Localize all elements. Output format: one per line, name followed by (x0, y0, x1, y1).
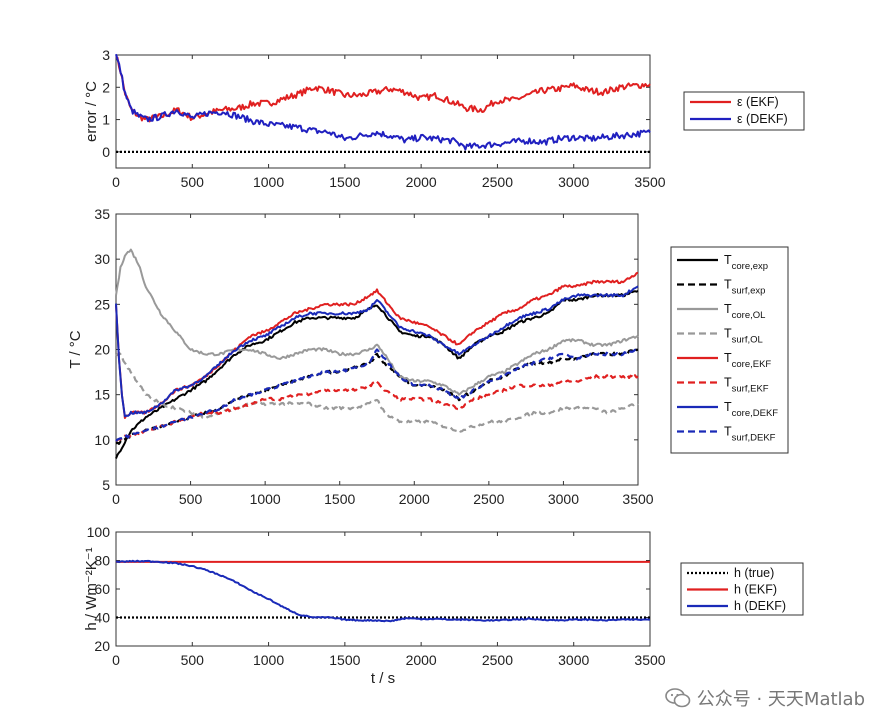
y-tick-label: 2 (102, 79, 110, 95)
x-tick-label: 500 (181, 174, 205, 190)
watermark-text: 公众号 · 天天Matlab (696, 689, 865, 710)
legend-subscript: surf,exp (732, 286, 766, 297)
series-line (115, 559, 650, 623)
y-tick-label: 100 (87, 524, 111, 540)
legend-label: ε (DEKF) (737, 112, 788, 126)
y-tick-label: 20 (94, 638, 110, 654)
wechat-icon (664, 688, 691, 708)
legend-box (670, 246, 789, 454)
y-tick-label: 80 (94, 553, 110, 569)
series-line (115, 53, 651, 151)
y-tick-label: 60 (94, 581, 110, 597)
y-tick-label: 1 (102, 112, 110, 128)
legend-label: h (DEKF) (734, 599, 786, 613)
x-tick-label: 500 (179, 491, 203, 507)
series-line (115, 351, 639, 433)
series-line (115, 347, 639, 442)
y-tick-label: 0 (102, 144, 110, 160)
x-tick-label: 2000 (399, 491, 430, 507)
x-tick-label: 2000 (406, 174, 437, 190)
x-tick-label: 2500 (482, 652, 513, 668)
legend-subscript: surf,EKF (732, 384, 769, 395)
y-tick-label: 35 (94, 206, 110, 222)
x-tick-label: 3500 (622, 491, 653, 507)
legend-subscript: core,DEKF (732, 408, 779, 419)
x-tick-label: 0 (112, 652, 120, 668)
y-tick-label: 40 (94, 610, 110, 626)
y-tick-label: 3 (102, 47, 110, 63)
legend-label: h (EKF) (734, 583, 777, 597)
x-tick-label: 3000 (548, 491, 579, 507)
legend-box (683, 91, 805, 131)
y-tick-label: 25 (94, 296, 110, 312)
series-line (115, 285, 639, 418)
series-line (115, 348, 639, 445)
legend-subscript: surf,DEKF (732, 433, 776, 444)
x-tick-label: 1500 (324, 491, 355, 507)
x-tick-label: 3500 (634, 652, 665, 668)
legend-subscript: core,OL (732, 310, 766, 321)
legend-subscript: core,exp (732, 261, 768, 272)
y-tick-label: 30 (94, 251, 110, 267)
x-tick-label: 500 (181, 652, 205, 668)
x-axis-label: t / s (371, 670, 395, 687)
watermark: 公众号 · 天天Matlab (664, 685, 865, 711)
x-tick-label: 1500 (329, 652, 360, 668)
series-line (115, 248, 639, 396)
y-tick-label: 20 (94, 342, 110, 358)
x-tick-label: 1000 (250, 491, 281, 507)
x-tick-label: 2500 (473, 491, 504, 507)
y-axis-label: h / Wm⁻²K⁻¹ (83, 547, 100, 630)
series-line (115, 289, 639, 459)
x-tick-label: 3500 (634, 174, 665, 190)
legend-subscript: core,EKF (732, 359, 772, 370)
x-tick-label: 0 (112, 491, 120, 507)
x-tick-label: 1500 (329, 174, 360, 190)
x-tick-label: 1000 (253, 652, 284, 668)
x-tick-label: 2000 (406, 652, 437, 668)
legend-subscript: surf,OL (732, 335, 763, 346)
x-tick-label: 3000 (558, 652, 589, 668)
x-tick-label: 1000 (253, 174, 284, 190)
x-tick-label: 2500 (482, 174, 513, 190)
y-tick-label: 10 (94, 432, 110, 448)
legend-label: h (true) (734, 566, 774, 580)
y-axis-label: T / °C (67, 330, 84, 368)
x-tick-label: 3000 (558, 174, 589, 190)
y-tick-label: 5 (102, 477, 110, 493)
y-axis-label: error / °C (83, 81, 100, 142)
x-tick-label: 0 (112, 174, 120, 190)
plot-frame (115, 531, 651, 647)
y-tick-label: 15 (94, 387, 110, 403)
legend-label: ε (EKF) (737, 95, 779, 109)
series-line (115, 374, 639, 443)
